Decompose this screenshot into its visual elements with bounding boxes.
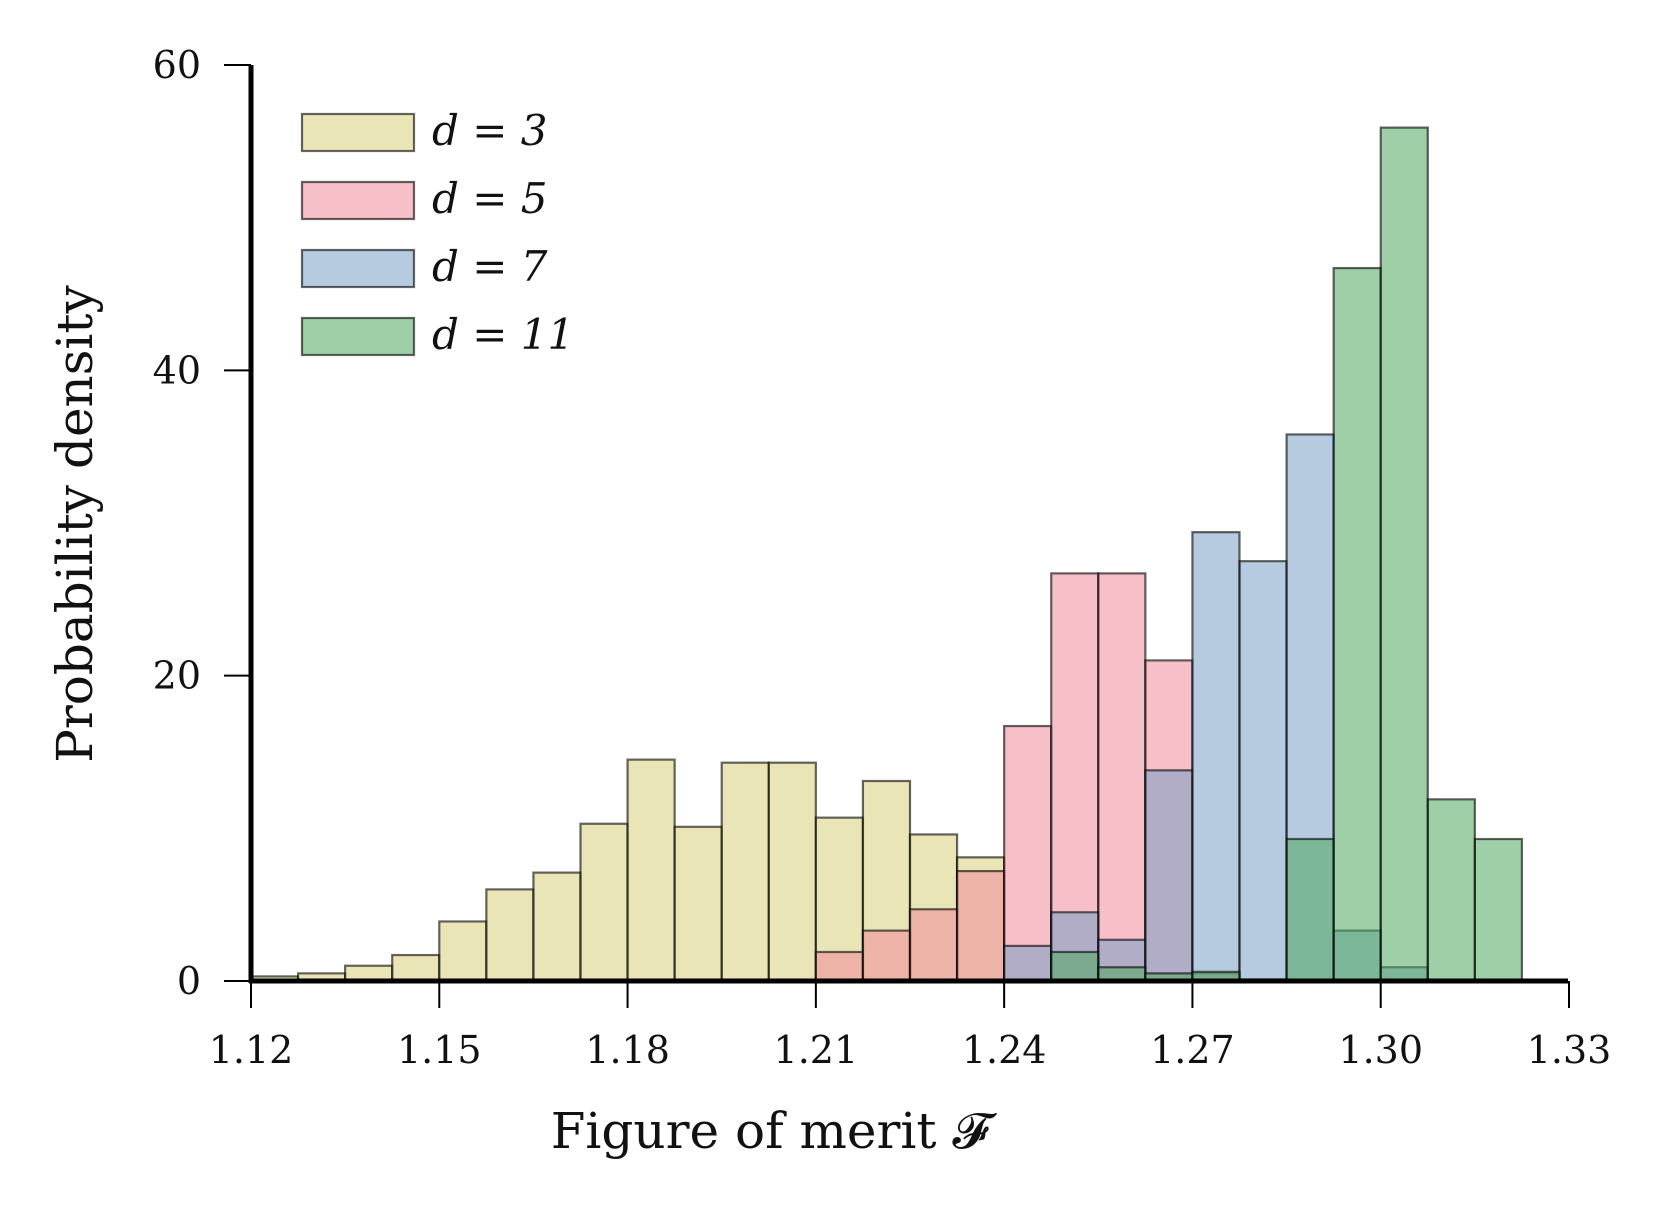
bar-series-1-bin-9 xyxy=(626,758,676,983)
x-tick-label-1.18: 1.18 xyxy=(585,1028,670,1072)
bar-series-1-bin-6 xyxy=(485,888,535,983)
x-tick-label-1.21: 1.21 xyxy=(774,1028,859,1072)
legend-label-1: d = 3 xyxy=(432,106,548,155)
bar-series-1-bin-12 xyxy=(767,761,817,983)
y-axis-title: Probability density xyxy=(46,285,104,763)
bar-series-2-bin-4 xyxy=(955,869,1006,983)
bar-series-1-bin-4 xyxy=(391,953,441,983)
x-tick-label-1.30: 1.30 xyxy=(1338,1028,1423,1072)
bar-series-4-bin-6 xyxy=(1285,837,1335,983)
bar-series-4-bin-10 xyxy=(1473,837,1524,983)
bar-series-2-bin-2 xyxy=(861,929,912,983)
legend-swatch-2 xyxy=(300,180,416,221)
x-tick-label-1.33: 1.33 xyxy=(1527,1028,1612,1072)
bar-series-3-bin-6 xyxy=(1238,560,1288,983)
y-tick-label-40: 40 xyxy=(153,348,201,392)
bar-series-3-bin-5 xyxy=(1191,531,1241,983)
bar-series-1-bin-7 xyxy=(532,871,582,983)
legend-label-3: d = 7 xyxy=(432,242,548,291)
y-tick-label-60: 60 xyxy=(153,43,201,87)
bar-series-2-bin-7 xyxy=(1097,572,1147,983)
x-ticks: 1.12 1.15 1.18 1.21 1.24 1.27 1.30 1.33 xyxy=(209,981,1612,1072)
x-tick-label-1.24: 1.24 xyxy=(962,1028,1047,1072)
legend-label-4: d = 11 xyxy=(432,310,574,359)
bars-layer xyxy=(249,126,1524,983)
bar-series-4-bin-7 xyxy=(1332,266,1382,983)
bar-series-4-bin-9 xyxy=(1426,798,1476,983)
bar-series-1-bin-10 xyxy=(673,825,723,983)
bar-series-1-bin-8 xyxy=(579,822,629,983)
legend: d = 3 d = 5 d = 7 d = 11 xyxy=(300,106,574,359)
bar-series-2-bin-5 xyxy=(1003,724,1053,983)
x-tick-label-1.12: 1.12 xyxy=(209,1028,294,1072)
x-tick-label-1.15: 1.15 xyxy=(397,1028,482,1072)
bar-series-3-bin-4 xyxy=(1144,769,1194,983)
bar-series-3-bin-1 xyxy=(1003,944,1053,983)
bar-series-1-bin-11 xyxy=(720,761,770,983)
series-4-bars xyxy=(1050,126,1524,983)
legend-swatch-3 xyxy=(300,248,416,289)
legend-label-2: d = 5 xyxy=(432,174,548,223)
y-tick-label-0: 0 xyxy=(177,959,201,1003)
bar-series-1-bin-5 xyxy=(438,920,488,983)
legend-swatch-1 xyxy=(300,112,416,153)
bar-series-4-bin-1 xyxy=(1050,950,1100,983)
legend-swatch-4 xyxy=(300,316,416,357)
y-ticks: 0 20 40 60 xyxy=(153,43,251,1003)
x-axis-title: Figure of merit 𝓕 xyxy=(551,1102,998,1160)
bar-series-4-bin-8 xyxy=(1379,126,1429,983)
x-tick-label-1.27: 1.27 xyxy=(1150,1028,1235,1072)
y-tick-label-20: 20 xyxy=(153,654,201,698)
bar-series-2-bin-3 xyxy=(908,908,959,983)
bar-series-2-bin-1 xyxy=(814,950,865,983)
